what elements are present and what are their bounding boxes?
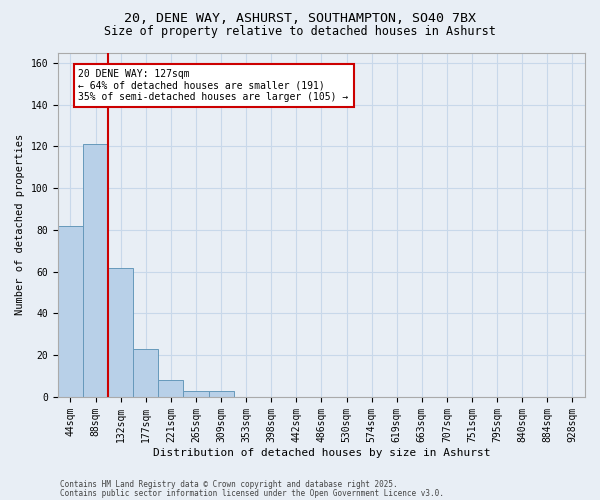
Text: Contains HM Land Registry data © Crown copyright and database right 2025.: Contains HM Land Registry data © Crown c… — [60, 480, 398, 489]
Bar — [209, 390, 233, 397]
Text: 20, DENE WAY, ASHURST, SOUTHAMPTON, SO40 7BX: 20, DENE WAY, ASHURST, SOUTHAMPTON, SO40… — [124, 12, 476, 26]
Text: 20 DENE WAY: 127sqm
← 64% of detached houses are smaller (191)
35% of semi-detac: 20 DENE WAY: 127sqm ← 64% of detached ho… — [79, 69, 349, 102]
X-axis label: Distribution of detached houses by size in Ashurst: Distribution of detached houses by size … — [153, 448, 490, 458]
Bar — [108, 268, 133, 397]
Bar — [83, 144, 108, 397]
Bar — [58, 226, 83, 397]
Text: Size of property relative to detached houses in Ashurst: Size of property relative to detached ho… — [104, 25, 496, 38]
Bar — [158, 380, 184, 397]
Text: Contains public sector information licensed under the Open Government Licence v3: Contains public sector information licen… — [60, 489, 444, 498]
Bar — [133, 349, 158, 397]
Y-axis label: Number of detached properties: Number of detached properties — [15, 134, 25, 316]
Bar — [184, 390, 209, 397]
